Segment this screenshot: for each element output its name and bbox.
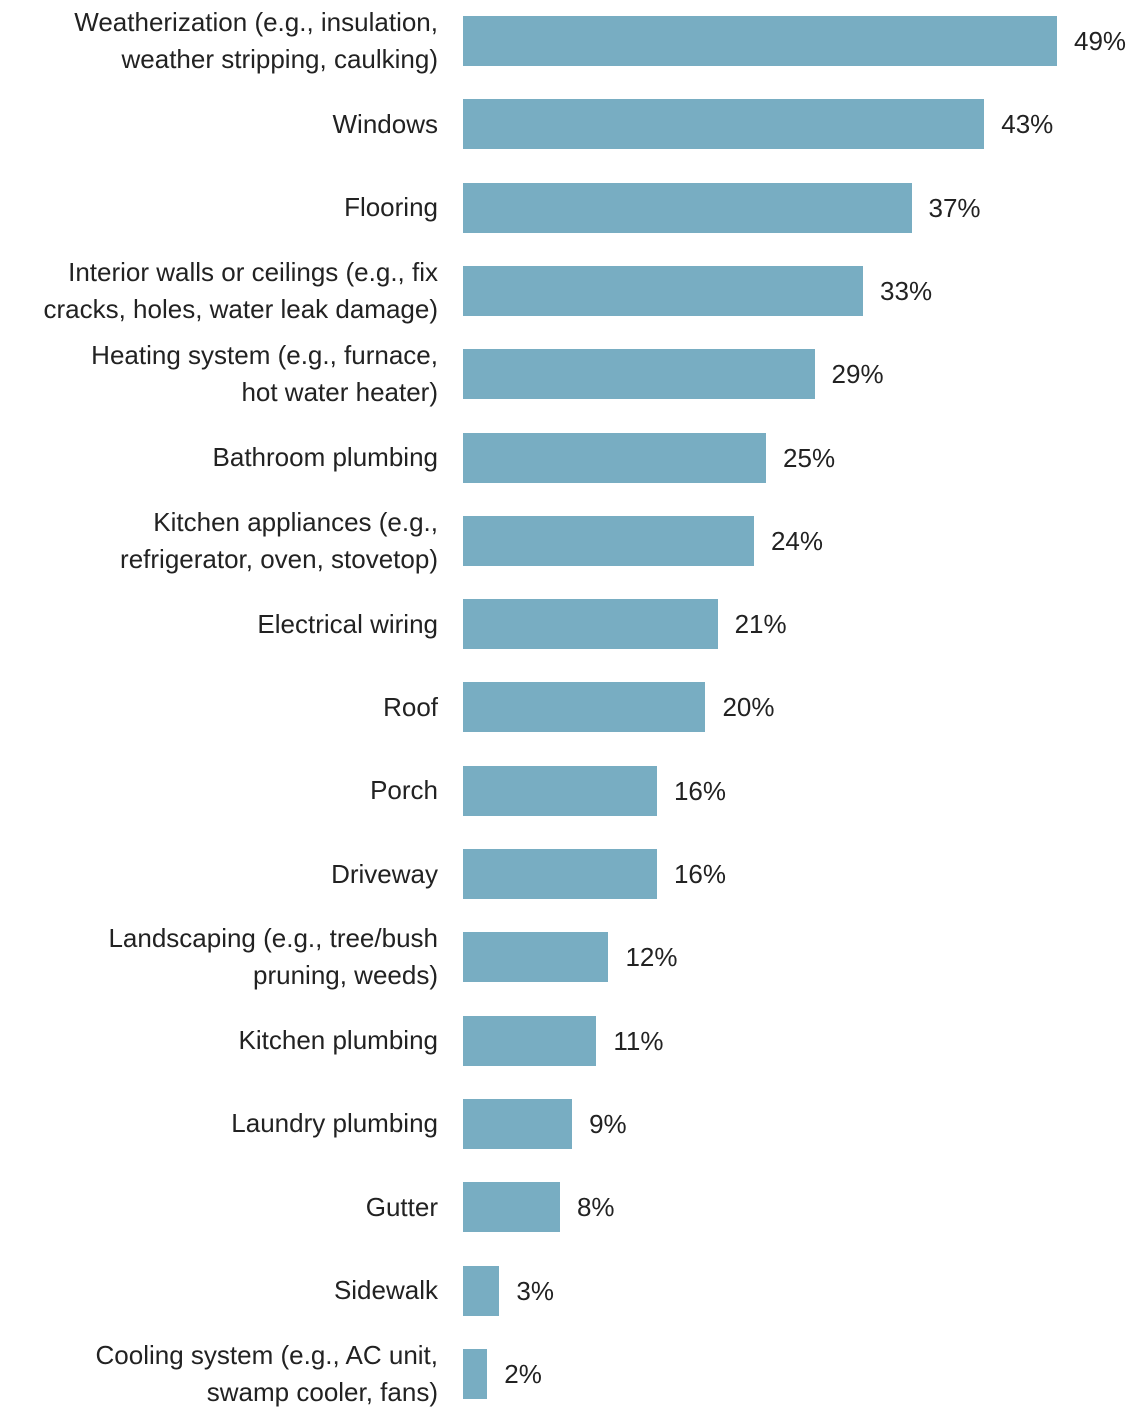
bar xyxy=(463,265,864,316)
category-label: Driveway xyxy=(331,858,438,889)
bar xyxy=(463,1265,500,1316)
category-label: Weatherization (e.g., insulation, weathe… xyxy=(74,7,438,74)
bar xyxy=(463,182,912,233)
value-label: 9% xyxy=(589,1108,627,1139)
bar xyxy=(463,432,767,483)
value-label: 49% xyxy=(1074,26,1127,56)
category-label: Interior walls or ceilings (e.g., fix cr… xyxy=(43,256,438,324)
value-label: 24% xyxy=(770,525,823,556)
category-label: Gutter xyxy=(365,1191,438,1222)
category-label: Electrical wiring xyxy=(257,608,438,639)
category-label: Roof xyxy=(383,691,438,722)
bar xyxy=(463,599,718,650)
value-label: 3% xyxy=(516,1275,554,1306)
category-label: Bathroom plumbing xyxy=(212,442,438,472)
bar xyxy=(463,515,754,566)
bar xyxy=(463,99,985,150)
category-label: Flooring xyxy=(344,192,438,223)
bar xyxy=(463,849,657,899)
value-label: 12% xyxy=(625,942,678,973)
category-label: Landscaping (e.g., tree/bush pruning, we… xyxy=(108,923,438,991)
bar xyxy=(463,1182,560,1233)
value-label: 43% xyxy=(1001,109,1054,140)
category-label: Sidewalk xyxy=(333,1275,438,1305)
category-label: Porch xyxy=(370,775,438,806)
bar xyxy=(463,682,706,733)
category-label: Cooling system (e.g., AC unit, swamp coo… xyxy=(95,1339,438,1407)
bar xyxy=(463,1348,488,1399)
category-label: Kitchen plumbing xyxy=(238,1025,438,1056)
value-label: 11% xyxy=(613,1025,664,1056)
value-label: 16% xyxy=(673,859,726,889)
bar xyxy=(463,16,1057,66)
bar xyxy=(463,349,815,400)
category-label: Heating system (e.g., furnace, hot water… xyxy=(91,340,438,408)
value-label: 2% xyxy=(504,1358,542,1389)
value-label: 25% xyxy=(783,442,836,473)
value-label: 8% xyxy=(576,1192,615,1223)
bar xyxy=(463,1098,573,1149)
bar xyxy=(463,932,609,983)
value-label: 33% xyxy=(880,275,933,306)
category-label: Laundry plumbing xyxy=(231,1108,438,1139)
value-label: 16% xyxy=(673,775,726,806)
value-label: 37% xyxy=(928,192,981,223)
bar xyxy=(463,765,657,816)
value-label: 20% xyxy=(722,692,775,723)
category-label: Kitchen appliances (e.g., refrigerator, … xyxy=(120,506,438,574)
category-label: Windows xyxy=(332,108,438,139)
value-label: 21% xyxy=(734,609,787,640)
value-label: 29% xyxy=(831,359,884,390)
bar xyxy=(463,1015,597,1066)
